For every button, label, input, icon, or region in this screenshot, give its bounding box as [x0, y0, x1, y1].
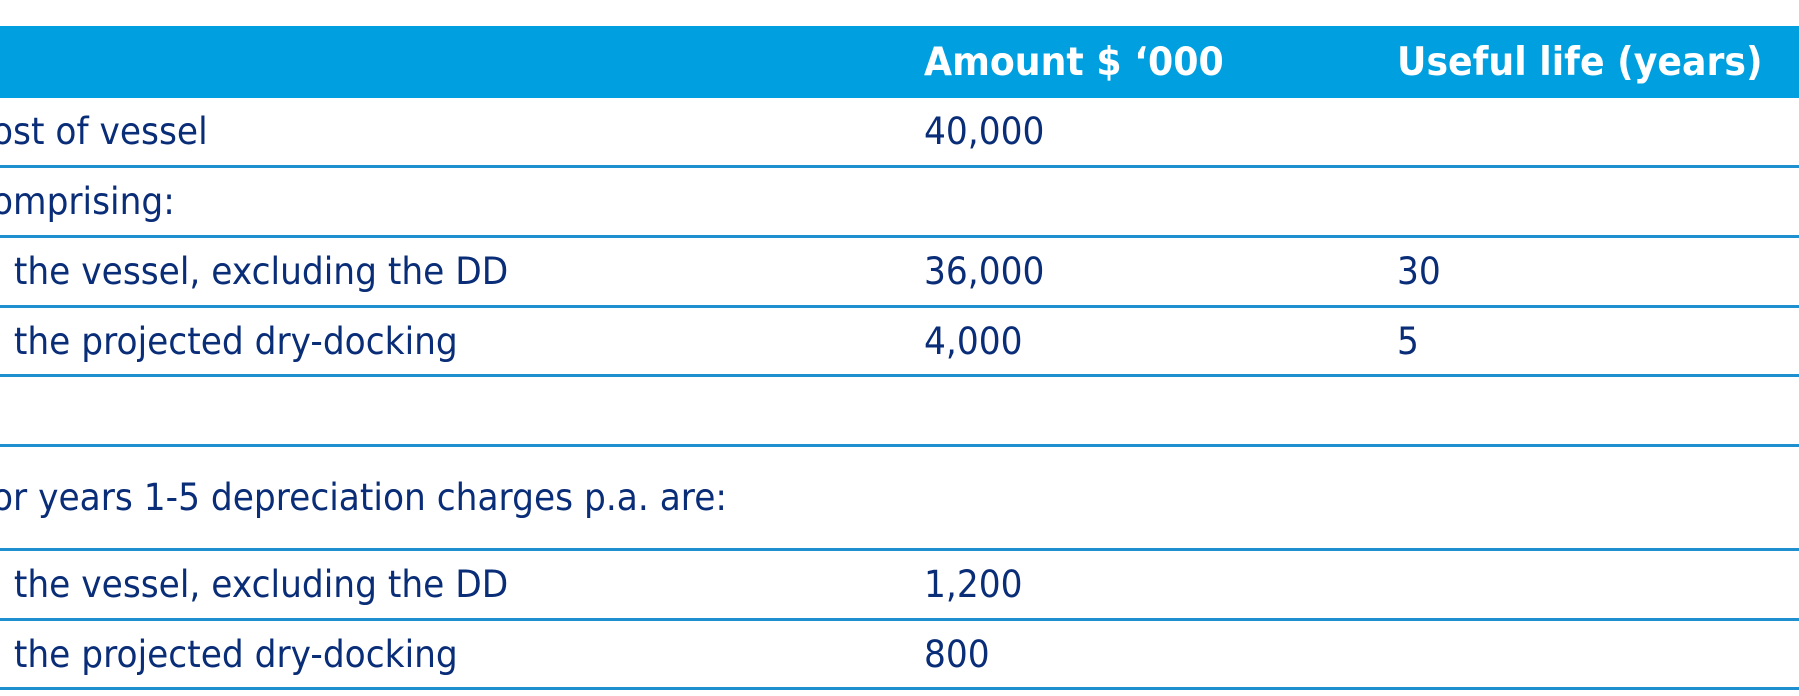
row-description: the projected dry-docking — [0, 319, 458, 363]
row-description: or years 1-5 depreciation charges p.a. a… — [0, 476, 727, 519]
table-row-empty — [0, 377, 1799, 447]
row-amount: 1,200 — [924, 563, 1023, 606]
table-header-row: Amount $ ‘000 Useful life (years) — [0, 26, 1799, 98]
row-amount: 40,000 — [924, 110, 1045, 153]
row-description: omprising: — [0, 180, 175, 223]
table-row: the projected dry-docking 800 — [0, 621, 1799, 690]
row-description: ost of vessel — [0, 110, 208, 153]
row-amount: 36,000 — [924, 250, 1045, 293]
header-amount: Amount $ ‘000 — [924, 39, 1224, 85]
table-row: the vessel, excluding the DD 36,000 30 — [0, 238, 1799, 308]
row-description: the vessel, excluding the DD — [0, 250, 509, 293]
header-useful-life: Useful life (years) — [1397, 39, 1763, 85]
depreciation-table: Amount $ ‘000 Useful life (years) ost of… — [0, 26, 1799, 690]
table-row: ost of vessel 40,000 — [0, 98, 1799, 168]
table-row: the projected dry-docking 4,000 5 — [0, 308, 1799, 377]
row-description: the projected dry-docking — [0, 632, 458, 676]
row-amount: 4,000 — [924, 319, 1023, 363]
table-row: omprising: — [0, 168, 1799, 238]
row-useful-life: 5 — [1397, 319, 1419, 363]
row-useful-life: 30 — [1397, 250, 1441, 293]
table-row: the vessel, excluding the DD 1,200 — [0, 551, 1799, 621]
row-amount: 800 — [924, 632, 990, 676]
row-description: the vessel, excluding the DD — [0, 563, 509, 606]
table-row: or years 1-5 depreciation charges p.a. a… — [0, 447, 1799, 551]
